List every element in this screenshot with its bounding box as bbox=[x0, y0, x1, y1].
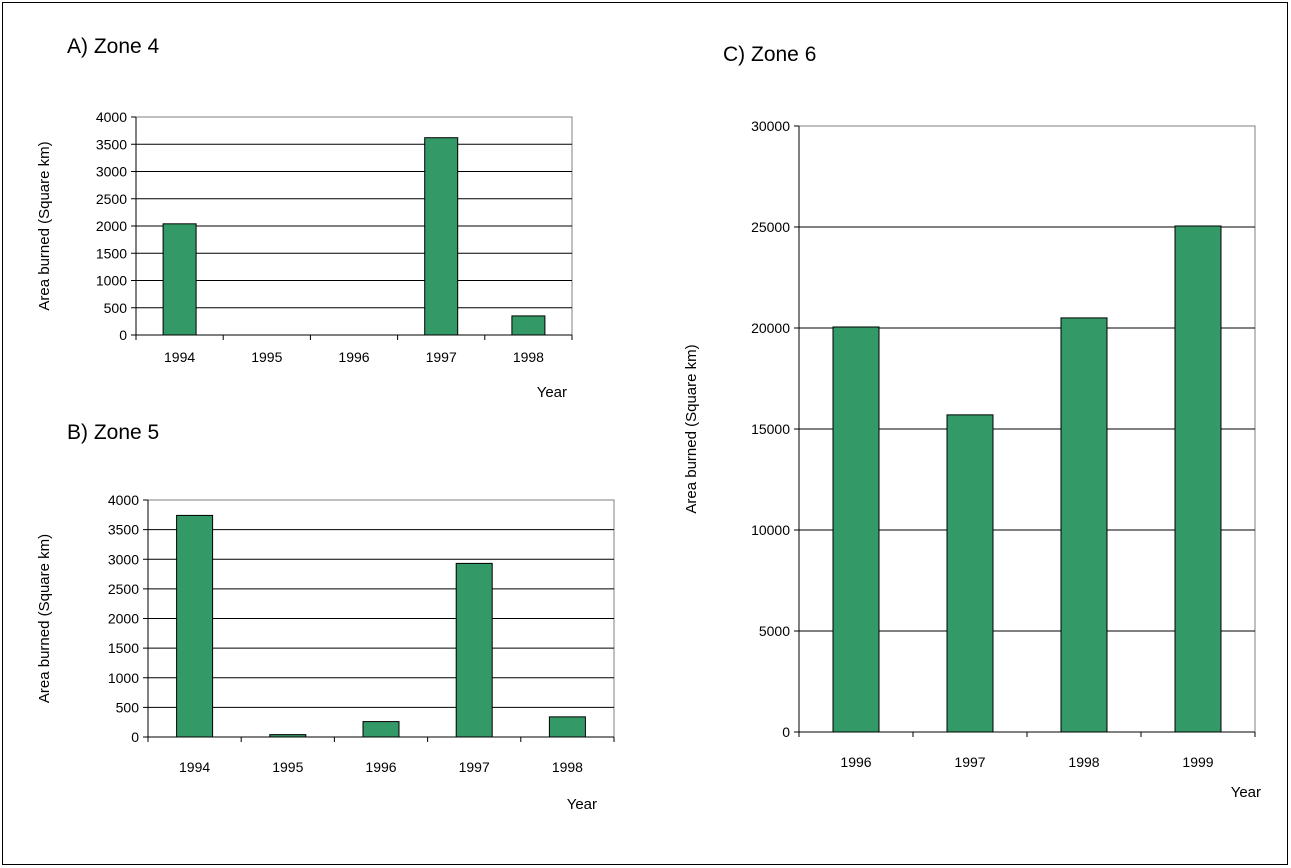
chart-panel-1: A) Zone 4 0 500 1000 1500 2000 2500 3000 3500 400… bbox=[36, 35, 573, 401]
charts-canvas: A) Zone 4 0 500 1000 1500 2000 2500 3000 3500 400… bbox=[36, 35, 1261, 813]
y-tick-label: 3000 bbox=[96, 164, 127, 180]
x-tick-label: 1998 bbox=[552, 759, 583, 775]
y-tick-label: 2000 bbox=[96, 218, 127, 234]
chart-panel-2: B) Zone 5 0 500 1000 1500 2000 2500 3000 3500 400… bbox=[36, 421, 615, 813]
x-tick-label: 1995 bbox=[272, 759, 303, 775]
x-tick-label: 1996 bbox=[365, 759, 396, 775]
y-tick-label: 1500 bbox=[96, 245, 127, 261]
chart-title: C) Zone 6 bbox=[723, 43, 816, 66]
x-tick-label: 1995 bbox=[251, 349, 282, 365]
x-tick-label: 1999 bbox=[1182, 754, 1213, 770]
y-tick-label: 20000 bbox=[751, 320, 790, 336]
y-tick-label: 15000 bbox=[751, 421, 790, 437]
y-tick-label: 3500 bbox=[108, 522, 139, 538]
bar-1999 bbox=[1174, 225, 1222, 733]
x-tick-label: 1997 bbox=[954, 754, 985, 770]
y-tick-label: 1000 bbox=[108, 670, 139, 686]
x-axis-label: Year bbox=[537, 384, 567, 401]
bar-1996 bbox=[832, 326, 880, 733]
y-tick-label: 2000 bbox=[108, 611, 139, 627]
y-axis-label: Area burned (Square km) bbox=[36, 534, 53, 703]
x-tick-label: 1996 bbox=[338, 349, 369, 365]
chart-panel-3: C) Zone 6 0 5000 10000 15000 20000 25000 30000 1… bbox=[683, 43, 1261, 801]
x-tick-label: 1994 bbox=[164, 349, 195, 365]
chart-title: B) Zone 5 bbox=[67, 421, 159, 444]
y-tick-label: 5000 bbox=[759, 623, 790, 639]
x-tick-label: 1997 bbox=[426, 349, 457, 365]
y-tick-label: 500 bbox=[116, 699, 140, 715]
y-tick-label: 10000 bbox=[751, 522, 790, 538]
bar-1998 bbox=[511, 315, 546, 336]
x-tick-label: 1996 bbox=[840, 754, 871, 770]
y-tick-label: 4000 bbox=[96, 109, 127, 125]
y-tick-label: 1000 bbox=[96, 273, 127, 289]
y-tick-label: 3500 bbox=[96, 136, 127, 152]
x-tick-label: 1997 bbox=[459, 759, 490, 775]
x-tick-label: 1998 bbox=[1068, 754, 1099, 770]
y-tick-label: 0 bbox=[131, 729, 139, 745]
bar-1995 bbox=[269, 734, 307, 738]
y-tick-label: 2500 bbox=[108, 581, 139, 597]
x-tick-label: 1998 bbox=[513, 349, 544, 365]
bar-1996 bbox=[362, 721, 400, 738]
bar-1997 bbox=[424, 137, 459, 336]
y-tick-label: 0 bbox=[782, 724, 790, 740]
bar-1997 bbox=[455, 562, 493, 738]
bar-1997 bbox=[946, 414, 994, 733]
x-axis-label: Year bbox=[567, 796, 597, 813]
y-tick-label: 25000 bbox=[751, 219, 790, 235]
y-tick-label: 3000 bbox=[108, 551, 139, 567]
bar-1998 bbox=[1060, 317, 1108, 733]
bar-1994 bbox=[162, 223, 197, 336]
y-axis-label: Area burned (Square km) bbox=[36, 141, 53, 310]
y-tick-label: 500 bbox=[104, 300, 128, 316]
chart-title: A) Zone 4 bbox=[67, 35, 160, 58]
bar-1994 bbox=[176, 514, 214, 738]
y-tick-label: 1500 bbox=[108, 640, 139, 656]
y-tick-label: 4000 bbox=[108, 492, 139, 508]
x-axis-label: Year bbox=[1231, 784, 1261, 801]
x-tick-label: 1994 bbox=[179, 759, 210, 775]
bar-1998 bbox=[548, 716, 586, 738]
y-tick-label: 0 bbox=[119, 327, 127, 343]
y-tick-label: 30000 bbox=[751, 118, 790, 134]
y-tick-label: 2500 bbox=[96, 191, 127, 207]
y-axis-label: Area burned (Square km) bbox=[683, 344, 700, 513]
